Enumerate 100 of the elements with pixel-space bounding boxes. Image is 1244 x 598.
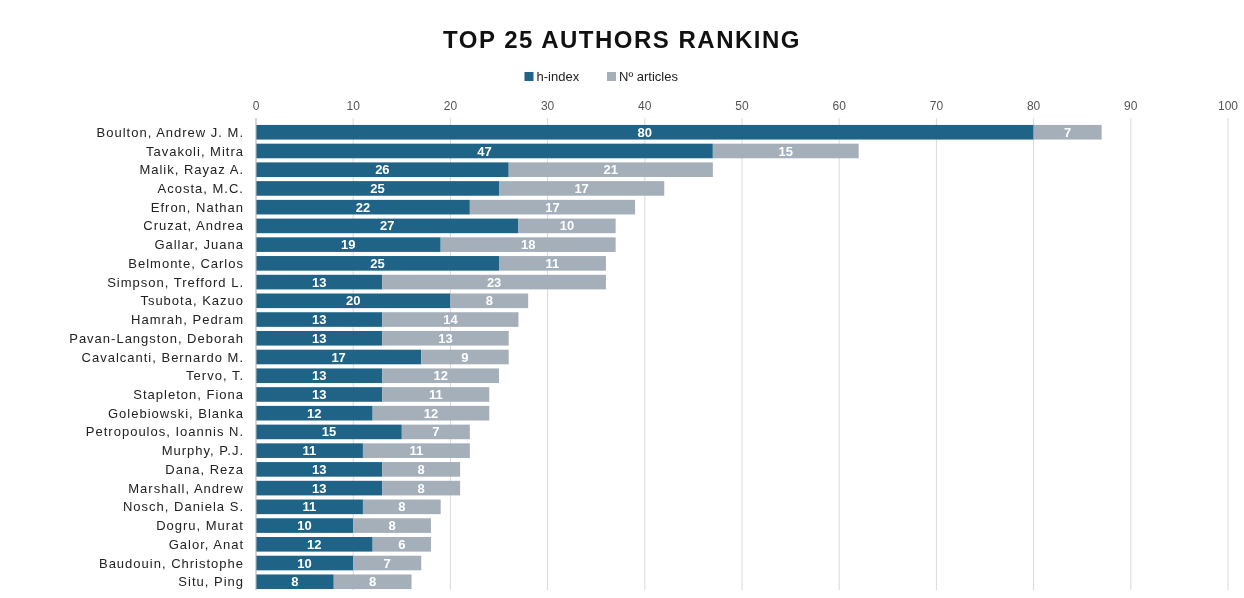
bar	[382, 312, 519, 327]
data-label: 11	[428, 387, 443, 403]
chart-title: TOP 25 AUTHORS RANKING	[443, 26, 801, 53]
data-label: 8	[417, 461, 425, 477]
bar	[256, 237, 441, 252]
bar	[499, 256, 606, 271]
data-label: 13	[438, 330, 453, 346]
y-tick-label: Efron, Nathan	[150, 199, 244, 215]
data-label: 15	[778, 143, 793, 159]
data-label: 13	[311, 274, 327, 290]
data-label: 11	[545, 255, 560, 271]
data-label: 10	[297, 518, 312, 534]
y-tick-label: Tavakoli, Mitra	[145, 143, 244, 159]
bar	[382, 274, 606, 290]
data-label: 18	[520, 237, 536, 253]
data-label: 9	[461, 349, 469, 365]
y-tick-label: Cavalcanti, Bernardo M.	[81, 349, 244, 365]
bar	[382, 368, 499, 384]
x-tick-label: 100	[1217, 99, 1239, 113]
bar	[518, 218, 616, 234]
bar	[499, 181, 665, 196]
data-label: 12	[423, 405, 439, 421]
data-label: 17	[545, 199, 560, 215]
data-label: 15	[321, 424, 337, 440]
data-label: 13	[311, 312, 327, 328]
y-tick-label: Dogru, Murat	[156, 518, 244, 534]
bar	[401, 424, 470, 440]
data-label: 17	[331, 349, 346, 365]
bar	[372, 536, 431, 552]
data-label: 11	[302, 499, 317, 515]
y-tick-label: Dana, Reza	[165, 461, 244, 477]
x-tick-label: 0	[252, 99, 260, 113]
bar	[333, 574, 412, 590]
data-label: 11	[302, 443, 317, 459]
bar	[372, 405, 490, 421]
bar	[256, 274, 383, 290]
y-tick-label: Acosta, M.C.	[157, 180, 244, 196]
y-tick-label: Tsubota, Kazuo	[140, 293, 244, 309]
y-tick-label: Baudouin, Christophe	[98, 555, 244, 571]
x-tick-label: 60	[832, 99, 847, 113]
y-tick-label: Belmonte, Carlos	[128, 255, 244, 271]
y-tick-label: Stapleton, Fiona	[133, 387, 244, 403]
x-tick-label: 90	[1124, 99, 1138, 113]
data-label: 26	[375, 162, 390, 178]
data-label: 47	[477, 143, 492, 159]
bar	[256, 330, 383, 346]
bar	[508, 162, 713, 178]
data-label: 12	[433, 368, 448, 384]
bar	[362, 499, 441, 515]
bar	[382, 462, 461, 477]
data-label: 13	[311, 387, 327, 403]
bar	[440, 237, 616, 252]
bar	[256, 424, 402, 440]
x-tick-label: 10	[346, 99, 361, 113]
bar	[256, 574, 334, 590]
bar	[382, 387, 490, 402]
data-label: 12	[307, 405, 322, 421]
data-label: 10	[297, 555, 312, 571]
y-tick-label: Nosch, Daniela S.	[122, 499, 244, 515]
data-label: 14	[443, 312, 459, 328]
y-tick-label: Murphy, P.J.	[161, 443, 244, 459]
bar	[353, 555, 422, 571]
data-label: 8	[398, 499, 406, 515]
y-tick-label: Hamrah, Pedram	[131, 312, 244, 328]
data-label: 6	[398, 536, 406, 552]
data-label: 23	[486, 274, 502, 290]
data-label: 8	[369, 574, 377, 590]
bar	[256, 405, 373, 421]
bar	[256, 536, 373, 552]
x-tick-label: 30	[540, 99, 555, 113]
x-tick-label: 20	[443, 99, 458, 113]
data-label: 80	[637, 124, 653, 140]
data-label: 8	[485, 293, 493, 309]
y-tick-label: Galor, Anat	[168, 536, 244, 552]
data-label: 7	[1064, 124, 1072, 140]
bar	[353, 518, 431, 533]
x-tick-label: 70	[929, 99, 944, 113]
bar	[382, 480, 461, 496]
bar	[421, 349, 509, 365]
x-tick-label: 50	[735, 99, 749, 113]
y-tick-label: Boulton, Andrew J. M.	[96, 124, 244, 140]
bar	[1033, 124, 1102, 140]
y-tick-label: Tervo, T.	[186, 368, 244, 384]
bar	[256, 199, 470, 215]
data-label: 7	[383, 555, 391, 571]
data-label: 8	[388, 518, 396, 534]
data-label: 21	[603, 162, 619, 178]
x-tick-label: 40	[638, 99, 652, 113]
data-label: 7	[432, 424, 440, 440]
bar	[256, 256, 499, 271]
y-tick-label: Situ, Ping	[178, 574, 244, 590]
data-label: 20	[345, 293, 361, 309]
bar	[256, 462, 383, 477]
y-tick-label: Petropoulos, Ioannis N.	[85, 424, 244, 440]
data-label: 10	[559, 218, 575, 234]
data-label: 25	[370, 180, 385, 196]
bar	[256, 162, 509, 178]
data-label: 13	[311, 330, 327, 346]
y-tick-label: Marshall, Andrew	[128, 480, 244, 496]
y-tick-label: Pavan-Langston, Deborah	[69, 330, 244, 346]
